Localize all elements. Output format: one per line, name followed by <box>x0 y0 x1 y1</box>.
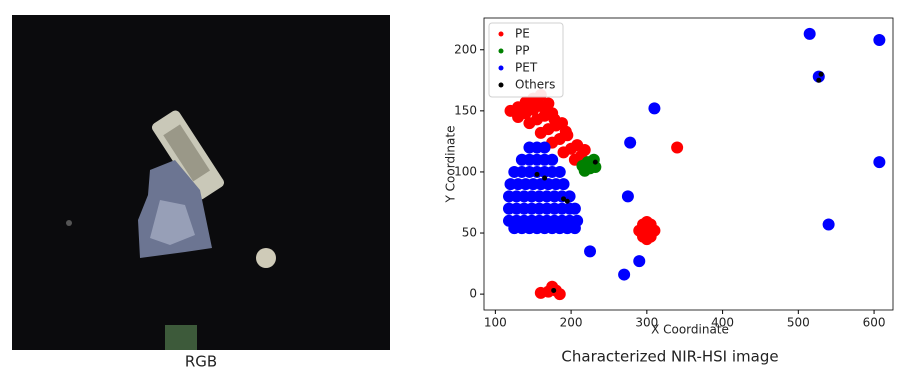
x-tick-label: 200 <box>560 316 583 330</box>
point <box>578 143 591 156</box>
point <box>818 71 824 77</box>
point <box>578 164 591 177</box>
point <box>564 198 570 204</box>
point <box>540 104 553 117</box>
speck <box>66 220 72 226</box>
legend-label: PE <box>515 27 530 41</box>
legend-marker <box>498 65 504 71</box>
y-tick-label: 0 <box>469 287 477 301</box>
legend-label: Others <box>515 78 555 92</box>
x-tick-label: 400 <box>711 316 734 330</box>
rgb-photo <box>12 15 390 350</box>
x-axis-label: X Coordinate <box>651 323 729 337</box>
legend-marker <box>498 82 504 88</box>
y-tick-label: 50 <box>462 226 477 240</box>
x-tick-label: 500 <box>787 316 810 330</box>
point <box>553 288 566 301</box>
x-tick-label: 100 <box>484 316 507 330</box>
point <box>640 216 653 229</box>
point <box>553 165 566 178</box>
point <box>584 245 597 258</box>
plot-frame <box>483 17 894 311</box>
point <box>589 161 602 174</box>
point <box>568 222 581 235</box>
legend-marker <box>498 48 504 54</box>
cap <box>256 248 276 268</box>
caption: Characterized NIR-HSI image <box>561 348 778 366</box>
tube <box>151 110 225 200</box>
point <box>551 287 557 293</box>
caption: RGB <box>185 353 217 371</box>
bag-highlight <box>150 200 195 245</box>
point <box>648 102 661 115</box>
x-tick-label: 300 <box>635 316 658 330</box>
point <box>803 27 816 40</box>
point <box>624 136 637 149</box>
point <box>557 178 570 191</box>
green-item <box>165 325 197 350</box>
point <box>546 153 559 166</box>
legend-label: PET <box>515 61 538 75</box>
point <box>592 159 598 165</box>
x-tick-label: 600 <box>863 316 886 330</box>
point <box>816 77 822 83</box>
point <box>640 233 653 246</box>
y-tick-label: 150 <box>454 103 477 117</box>
point <box>548 113 561 126</box>
point <box>618 268 631 281</box>
point <box>822 218 835 231</box>
point <box>671 141 684 154</box>
point <box>542 175 548 181</box>
legend-label: PP <box>515 44 529 58</box>
point <box>538 141 551 154</box>
point <box>621 190 634 203</box>
legend-box <box>488 22 564 98</box>
legend-marker <box>498 31 504 37</box>
point <box>559 125 572 138</box>
y-tick-label: 200 <box>454 42 477 56</box>
point <box>633 255 646 268</box>
point <box>873 156 886 169</box>
point <box>568 202 581 215</box>
y-tick-label: 100 <box>454 164 477 178</box>
y-axis-label: Y Coordinate <box>444 126 458 204</box>
point <box>534 171 540 177</box>
point <box>873 33 886 46</box>
point <box>561 196 567 202</box>
